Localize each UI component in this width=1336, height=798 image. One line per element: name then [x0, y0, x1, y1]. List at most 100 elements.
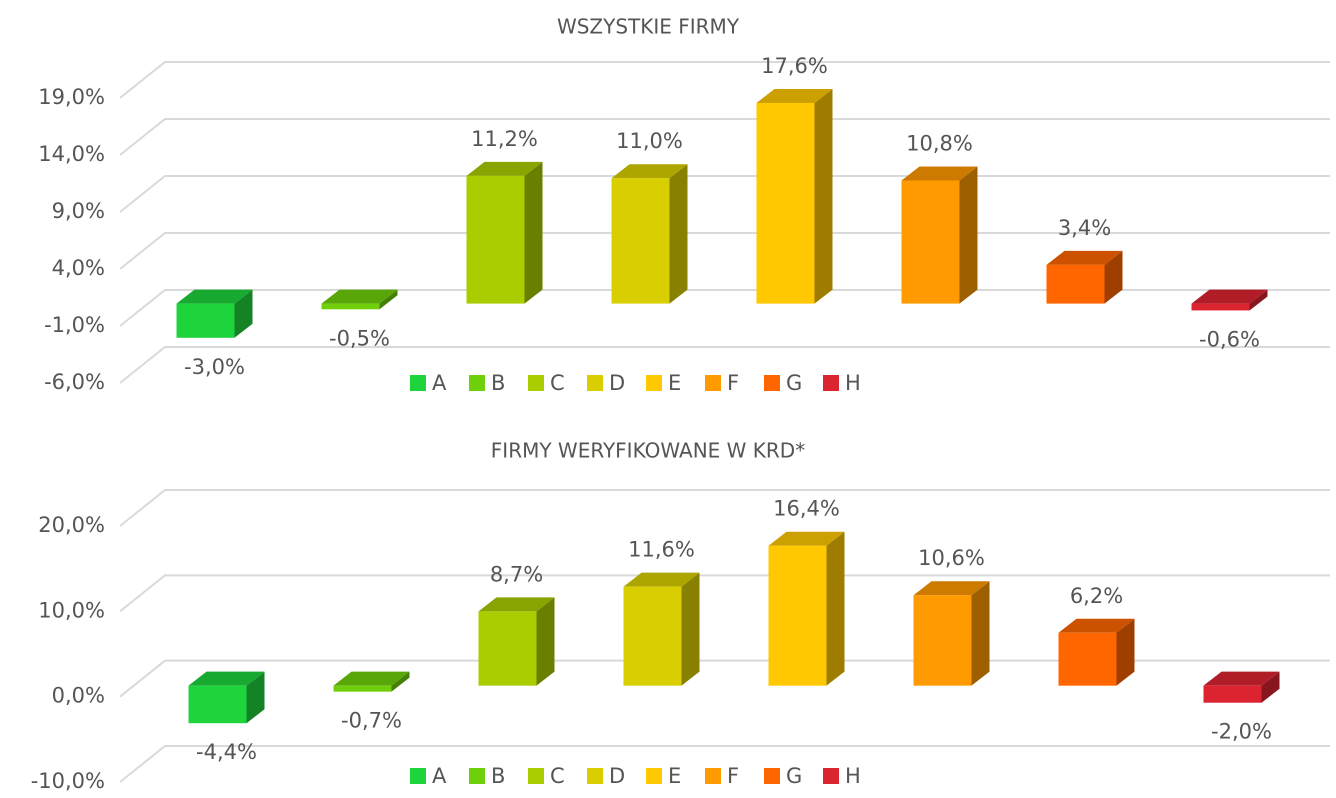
data-label: 8,7% — [490, 562, 543, 586]
bar — [623, 586, 682, 686]
legend-swatch — [705, 375, 721, 391]
legend-label: B — [491, 371, 505, 395]
bar-side — [391, 671, 410, 692]
y-tick-label: -10,0% — [31, 769, 105, 793]
grid-line — [119, 574, 1330, 613]
bar-top — [333, 671, 410, 686]
legend-swatch — [410, 375, 426, 391]
legend-swatch — [764, 375, 780, 391]
bar-top — [478, 597, 555, 612]
bar — [333, 685, 392, 692]
legend-label: F — [727, 764, 739, 788]
legend-label: D — [609, 371, 625, 395]
bar-top — [913, 581, 990, 596]
grid-line — [119, 232, 1330, 270]
bar — [321, 303, 380, 310]
chart-title: FIRMY WERYFIKOWANE W KRD* — [491, 439, 805, 463]
y-tick-label: 10,0% — [38, 598, 105, 622]
bar-top — [466, 161, 543, 176]
bar — [756, 102, 815, 304]
legend-swatch — [528, 768, 544, 784]
data-label: 10,6% — [918, 546, 985, 570]
legend-swatch — [469, 375, 485, 391]
legend-label: B — [491, 764, 505, 788]
bar — [478, 611, 537, 686]
y-tick-label: 20,0% — [38, 513, 105, 537]
legend-label: A — [432, 371, 447, 395]
bar-side — [826, 531, 845, 686]
grid-line — [119, 489, 1330, 527]
bar — [176, 303, 235, 338]
data-label: 16,4% — [773, 497, 840, 521]
legend-label: C — [550, 371, 565, 395]
legend-swatch — [705, 768, 721, 784]
data-label: -0,7% — [341, 709, 402, 733]
legend-swatch — [587, 768, 603, 784]
bar-side — [1104, 250, 1123, 304]
y-tick-label: -6,0% — [44, 370, 105, 394]
grid-line — [119, 745, 1330, 783]
legend-swatch — [410, 768, 426, 784]
data-label: -3,0% — [184, 355, 245, 379]
bar — [1046, 264, 1105, 304]
bar-side — [536, 597, 555, 686]
bar — [1058, 632, 1117, 686]
bar-top — [1046, 250, 1123, 265]
bar-side — [234, 289, 253, 338]
bar-side — [814, 88, 833, 304]
legend-label: G — [786, 371, 802, 395]
bar-top — [901, 166, 978, 181]
data-label: -2,0% — [1211, 720, 1272, 744]
bar — [188, 685, 247, 724]
bar-top — [1203, 671, 1280, 686]
bar — [466, 175, 525, 304]
chart-title: WSZYSTKIE FIRMY — [557, 15, 740, 39]
bar — [1191, 303, 1250, 311]
bar-side — [1249, 289, 1268, 311]
legend-label: A — [432, 764, 447, 788]
bar — [768, 545, 827, 686]
bar-side — [1261, 671, 1280, 703]
bar-side — [971, 581, 990, 686]
data-label: 11,0% — [616, 129, 683, 153]
bar-side — [681, 572, 700, 686]
legend-label: E — [668, 371, 681, 395]
grid-line — [119, 175, 1330, 213]
bar — [1203, 685, 1262, 703]
data-label: -0,6% — [1199, 327, 1260, 351]
data-label: 11,6% — [628, 538, 695, 562]
bar-top — [321, 289, 398, 304]
legend-swatch — [528, 375, 544, 391]
bar-side — [246, 671, 265, 724]
legend-swatch — [587, 375, 603, 391]
y-tick-label: 9,0% — [52, 199, 105, 223]
legend-label: G — [786, 764, 802, 788]
data-label: 10,8% — [906, 131, 973, 155]
legend-swatch — [823, 375, 839, 391]
y-tick-label: 19,0% — [38, 85, 105, 109]
data-label: 11,2% — [471, 127, 538, 151]
bar-side — [379, 289, 398, 310]
data-label: -0,5% — [329, 326, 390, 350]
bar-side — [1116, 618, 1135, 686]
data-label: 17,6% — [761, 54, 828, 78]
bar — [901, 180, 960, 304]
legend-label: H — [845, 764, 861, 788]
bar-side — [669, 164, 688, 304]
bar-top — [1058, 618, 1135, 633]
bar-top — [611, 164, 688, 179]
bar-side — [959, 166, 978, 304]
data-label: -4,4% — [196, 740, 257, 764]
legend-swatch — [646, 375, 662, 391]
legend-label: D — [609, 764, 625, 788]
legend-label: F — [727, 371, 739, 395]
grid-line — [119, 118, 1330, 156]
bar-top — [756, 88, 833, 103]
grid-line — [119, 289, 1330, 327]
legend-swatch — [823, 768, 839, 784]
legend-label: H — [845, 371, 861, 395]
legend-swatch — [764, 768, 780, 784]
y-tick-label: 0,0% — [52, 684, 105, 708]
data-label: 6,2% — [1070, 584, 1123, 608]
